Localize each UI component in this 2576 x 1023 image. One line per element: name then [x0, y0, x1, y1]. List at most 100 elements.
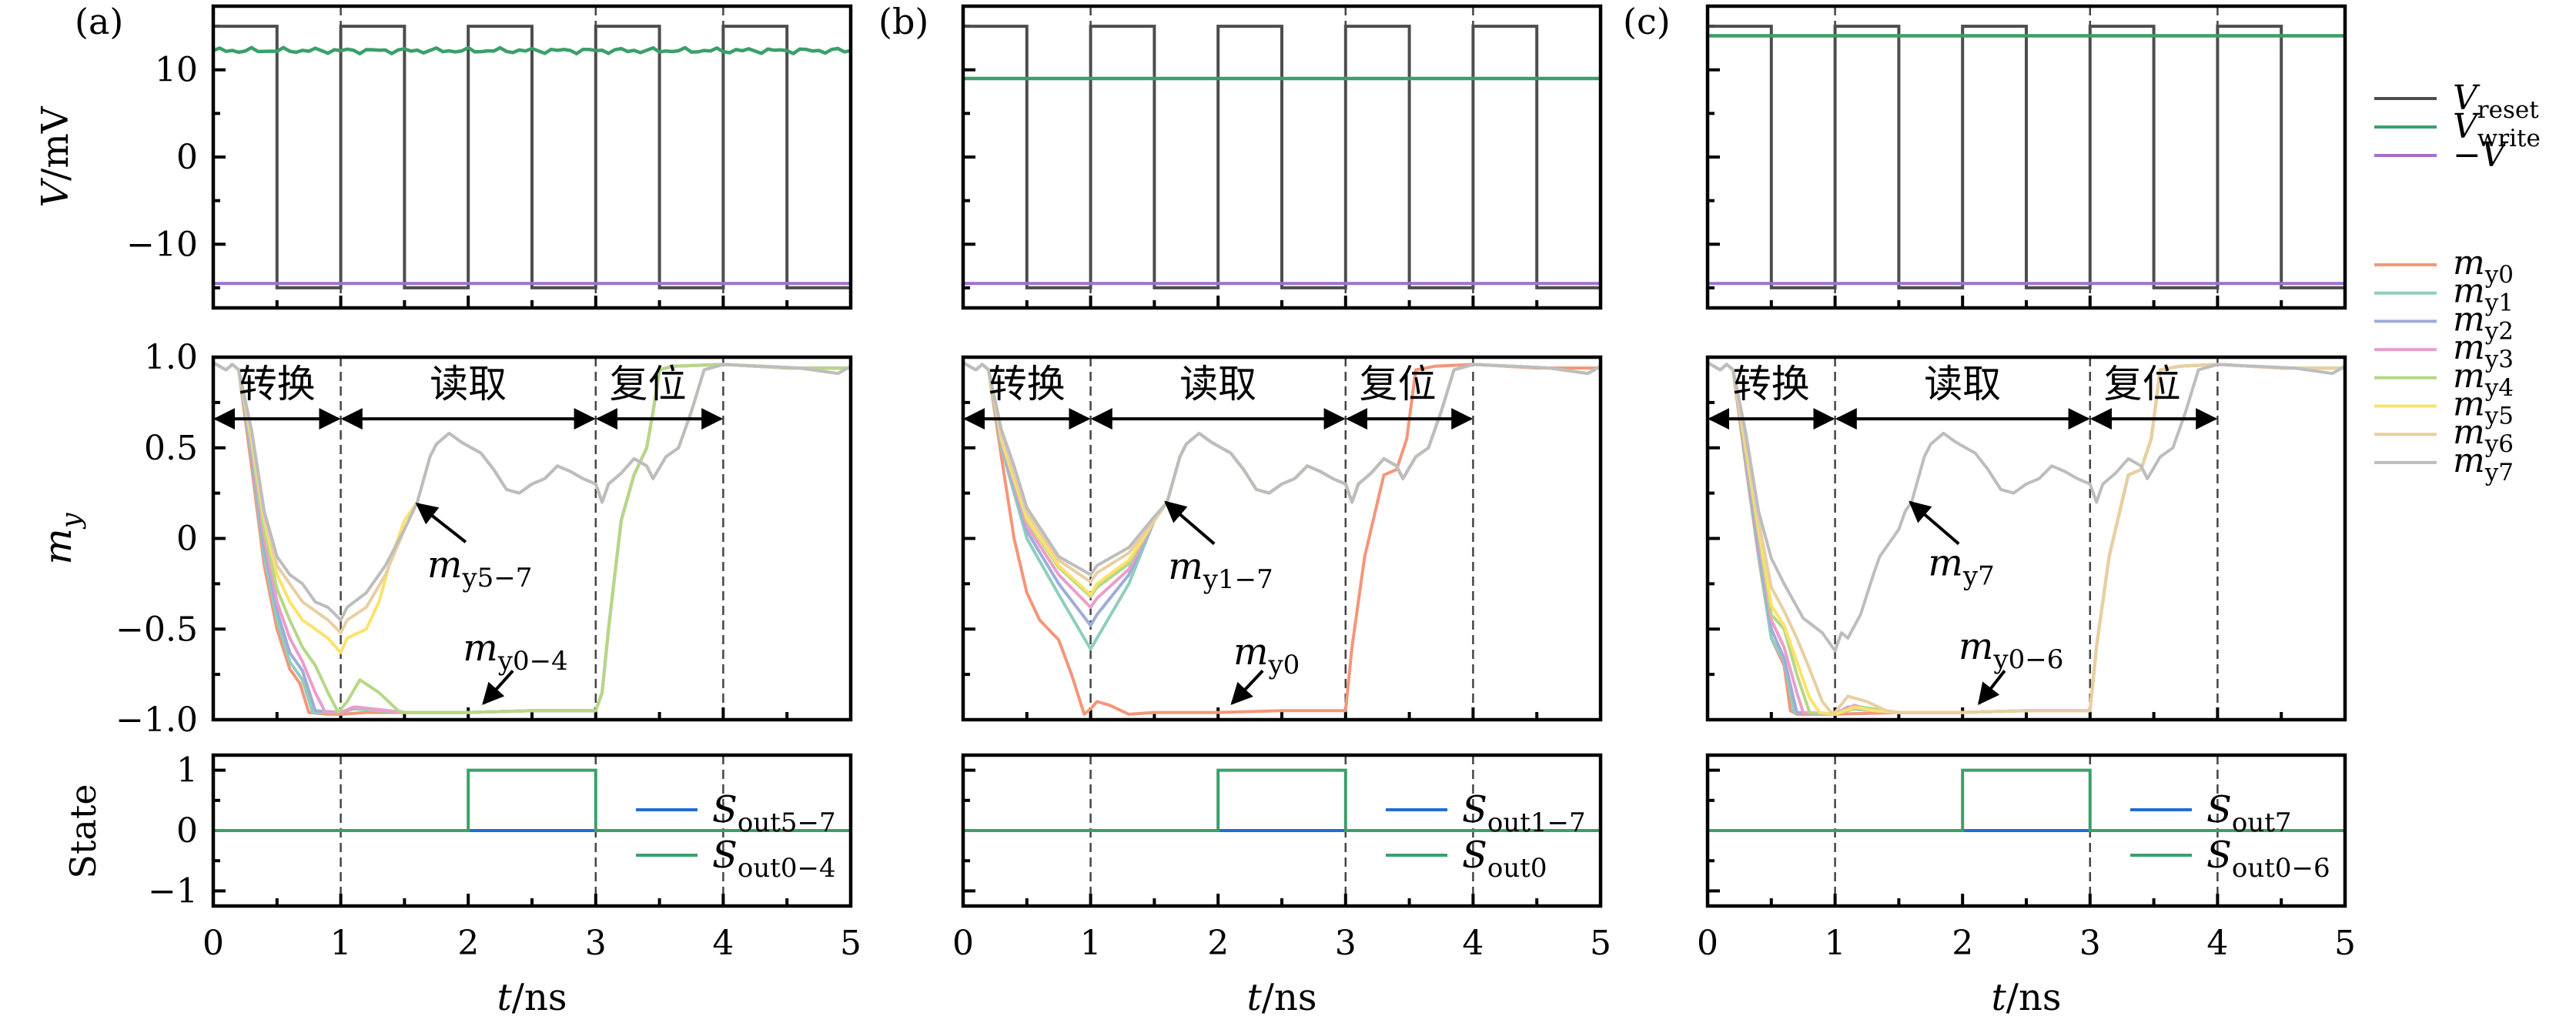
- magnetization-frame: [1705, 355, 2347, 722]
- series-my7: [1707, 361, 2346, 653]
- legend-label-vreset-main: V: [2453, 79, 2481, 118]
- annotation-label: my7: [1928, 541, 1994, 591]
- x-tick-label: 5: [1590, 924, 1611, 963]
- x-tick-label: 1: [1080, 924, 1102, 963]
- voltage-subplot: 10 0 −10: [126, 4, 853, 310]
- state-legend-label-main: S: [712, 788, 738, 831]
- phase-label: 复位: [2104, 362, 2181, 406]
- annotation-label-main: m: [1168, 545, 1203, 588]
- state-legend-label-sub: out5−7: [738, 807, 836, 838]
- x-axis-label: t/ns: [1991, 976, 2061, 1019]
- y-tick-label: 0: [176, 520, 198, 559]
- x-axis-label: t/ns: [1246, 976, 1316, 1019]
- legend-label-my4: my4: [2453, 356, 2514, 402]
- legend-label-vwrite-sub: write: [2477, 125, 2541, 152]
- state-series-green: [213, 768, 851, 832]
- legend-label-vreset: Vreset: [2453, 79, 2539, 124]
- state-legend-label-main: S: [2206, 834, 2232, 877]
- annotation-label-main: m: [427, 543, 463, 587]
- x-axis-label-unit: /ns: [512, 976, 567, 1019]
- phase-label: 转换: [239, 362, 316, 406]
- annotation-label-sub: y0: [1267, 650, 1300, 680]
- annotation-label-main: m: [1928, 541, 1963, 584]
- state-frame: [961, 753, 1603, 908]
- y-tick-label: 0: [176, 138, 198, 177]
- annotation-label-main: m: [463, 627, 498, 670]
- x-axis-label-var: t: [1246, 976, 1262, 1019]
- magnetization-axis-label: my: [35, 512, 87, 564]
- x-tick-label: 4: [712, 924, 734, 963]
- legend-label-my2-main: m: [2453, 299, 2485, 339]
- series-my7: [212, 361, 851, 622]
- state-legend-label-main: S: [1462, 788, 1487, 831]
- state-series-green: [1708, 768, 2345, 832]
- legend-label-my7: my7: [2453, 441, 2514, 486]
- annotation-arrow: [415, 503, 467, 543]
- legend-label-my6: my6: [2453, 413, 2514, 458]
- y-tick-label: 0: [176, 811, 198, 851]
- x-axis-label-var: t: [1991, 976, 2006, 1019]
- magnetization-axis-label-main: m: [35, 528, 80, 564]
- legend-label-my7-sub: y7: [2484, 459, 2514, 486]
- x-tick-label: 5: [840, 924, 861, 963]
- annotation-label-sub: y7: [1962, 560, 1995, 591]
- legend-label-my1: my1: [2453, 272, 2514, 317]
- vreset-line: [963, 25, 1601, 289]
- x-axis-label: t/ns: [497, 976, 567, 1019]
- magnetization-frame: [211, 355, 853, 722]
- state-frame: [211, 753, 853, 908]
- legend-label-vwrite: Vwrite: [2453, 107, 2541, 152]
- annotation-label: my1−7: [1168, 545, 1273, 595]
- y-tick-label: −10: [126, 225, 198, 264]
- state-series-green: [963, 768, 1601, 832]
- state-legend-label: Sout0−6: [2206, 834, 2330, 884]
- annotation-label-main: m: [1233, 630, 1269, 674]
- phase-label: 读取: [1924, 362, 2001, 406]
- state-legend-label: Sout0−4: [712, 834, 836, 884]
- panel-label: (c): [1623, 1, 1671, 42]
- voltage-subplot: [1705, 4, 2347, 310]
- state-legend-label: Sout1−7: [1462, 788, 1586, 838]
- state-legend-label-main: S: [1462, 834, 1487, 877]
- legend-label-my5-main: m: [2453, 385, 2485, 424]
- x-tick-label: 1: [1825, 924, 1846, 963]
- voltage-subplot: [961, 4, 1603, 310]
- state-legend-label-main: S: [2206, 788, 2232, 831]
- x-tick-label: 0: [202, 924, 224, 963]
- voltage-axis-label-var: V: [34, 178, 77, 208]
- y-tick-label: −1: [148, 871, 198, 911]
- panel-a: (a)100−101.00.50−0.5−1.0转换 读取 复位my5−7my0−4…: [75, 1, 861, 1019]
- legend-label-negv: −V: [2453, 135, 2509, 175]
- annotation-label-main: m: [1959, 625, 1994, 668]
- state-legend-label-main: S: [712, 834, 738, 877]
- phase-label: 转换: [989, 362, 1066, 406]
- state-legend-label: Sout0: [1462, 834, 1547, 884]
- legend-label-my0: my0: [2453, 243, 2514, 289]
- x-tick-label: 0: [952, 924, 974, 963]
- x-tick-label: 3: [2079, 924, 2101, 963]
- magnetization-axis-label-sub: y: [56, 512, 87, 530]
- series-my7: [962, 361, 1601, 577]
- legend-label-vreset-sub: reset: [2477, 96, 2539, 124]
- state-legend-label-sub: out7: [2232, 807, 2292, 838]
- magnetization-axis-label-text: my: [35, 512, 87, 564]
- x-tick-label: 2: [1207, 924, 1229, 963]
- phase-label: 转换: [1733, 362, 1810, 406]
- legend-label-my5-sub: y5: [2484, 403, 2514, 430]
- annotation-label: my5−7: [427, 543, 532, 593]
- x-tick-label: 1: [330, 924, 352, 963]
- legend-label-my6-sub: y6: [2484, 430, 2514, 458]
- x-tick-label: 5: [2334, 924, 2356, 963]
- magnetization-frame: [961, 355, 1603, 722]
- annotation-arrow: [482, 670, 514, 705]
- annotation-label: my0−6: [1959, 625, 2063, 675]
- legend-label-my3-main: m: [2453, 328, 2485, 367]
- annotation-label: my0−4: [463, 627, 567, 677]
- panel-label: (b): [878, 1, 928, 42]
- legend-label-negv-main: −V: [2453, 135, 2509, 175]
